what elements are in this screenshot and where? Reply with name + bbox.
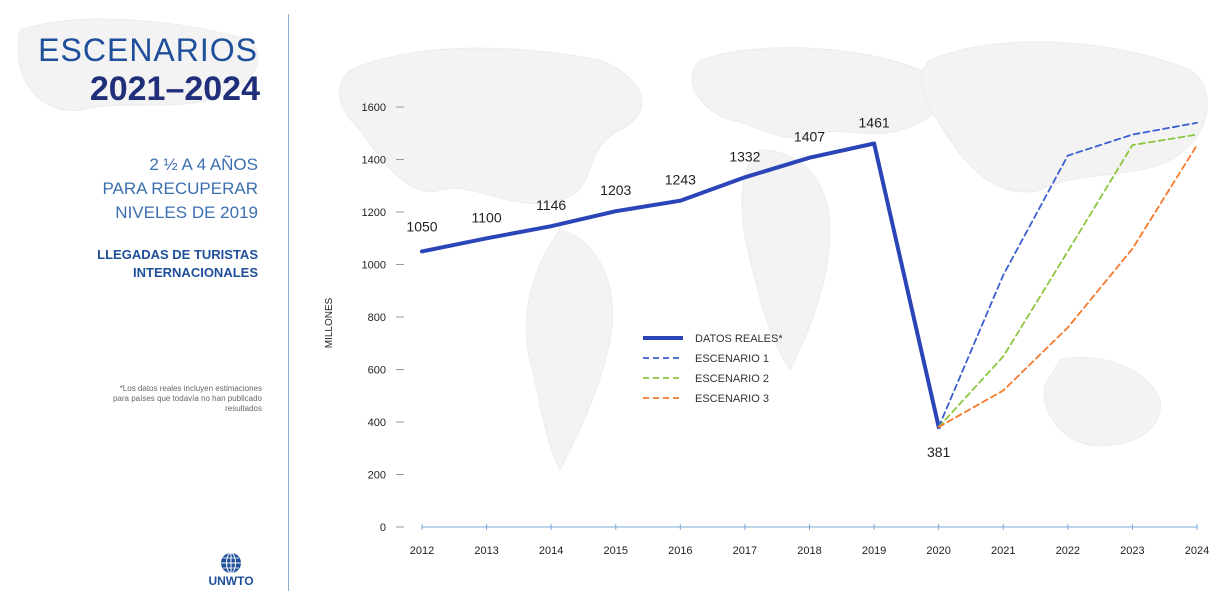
footnote-line: para países que todavía no han publicado — [112, 394, 262, 403]
data-label: 1461 — [859, 114, 890, 130]
metric-label: LLEGADAS DE TURISTAS INTERNACIONALES — [28, 246, 258, 282]
subtitle-line: PARA RECUPERAR — [102, 179, 258, 198]
y-tick-label: 200 — [368, 470, 386, 482]
y-tick-label: 400 — [368, 417, 386, 429]
x-tick-label: 2021 — [991, 545, 1015, 557]
x-tick-label: 2013 — [474, 545, 498, 557]
legend-label: DATOS REALES* — [695, 333, 783, 345]
data-label: 1146 — [536, 197, 566, 213]
legend-label: ESCENARIO 2 — [695, 373, 769, 385]
data-label: 1100 — [472, 209, 502, 225]
divider — [288, 14, 289, 591]
x-tick-label: 2016 — [668, 545, 692, 557]
metric-line: INTERNACIONALES — [133, 265, 258, 280]
y-tick-label: 600 — [368, 365, 386, 377]
series-layer — [420, 121, 1198, 429]
x-tick-label: 2023 — [1120, 545, 1144, 557]
series-scenario1-line — [937, 121, 1198, 428]
x-tick-label: 2019 — [862, 545, 886, 557]
data-label: 1332 — [729, 148, 760, 164]
data-label: 381 — [927, 444, 951, 460]
logo-text: UNWTO — [208, 574, 254, 588]
series-scenario3-line — [937, 144, 1198, 428]
y-tick-label: 0 — [380, 522, 386, 534]
y-tick-label: 1000 — [362, 260, 386, 272]
x-tick-label: 2014 — [539, 545, 563, 557]
footnote: *Los datos reales incluyen estimaciones … — [42, 384, 262, 414]
page-title-line2: 2021–2024 — [89, 70, 260, 108]
series-actual-line — [420, 141, 941, 429]
x-tick-label: 2018 — [797, 545, 821, 557]
legend-label: ESCENARIO 1 — [695, 353, 769, 365]
y-tick-label: 800 — [368, 312, 386, 324]
line-chart: 0 200 400 600 800 1000 1200 1400 1600 2012 2013 201… — [324, 102, 1209, 557]
subtitle-line: 2 ½ A 4 AÑOS — [149, 155, 258, 174]
y-tick-label: 1600 — [362, 102, 386, 114]
data-label: 1407 — [794, 129, 825, 145]
page-title-line1: ESCENARIOS — [38, 32, 258, 68]
metric-line: LLEGADAS DE TURISTAS — [97, 247, 258, 262]
y-tick-label: 1400 — [362, 155, 386, 167]
data-label: 1203 — [600, 182, 631, 198]
y-axis-label: MILLONES — [324, 297, 335, 348]
subtitle-line: NIVELES DE 2019 — [115, 203, 258, 222]
data-label-layer: 1050 1100 1146 1203 1243 1332 1407 1461 381 — [406, 114, 951, 460]
left-panel: ESCENARIOS 2021–2024 2 ½ A 4 AÑOS PARA R… — [0, 0, 288, 591]
subtitle: 2 ½ A 4 AÑOS PARA RECUPERAR NIVELES DE 2… — [38, 153, 258, 225]
series-scenario2-line — [937, 133, 1198, 428]
axis-layer: 0 200 400 600 800 1000 1200 1400 1600 2012 2013 201… — [324, 102, 1209, 557]
x-tick-label: 2017 — [733, 545, 757, 557]
x-tick-label: 2022 — [1056, 545, 1080, 557]
y-tick-label: 1200 — [362, 207, 386, 219]
footnote-line: *Los datos reales incluyen estimaciones — [119, 384, 262, 393]
x-tick-label: 2012 — [410, 545, 434, 557]
globe-icon — [221, 552, 241, 574]
footnote-line: resultados — [225, 404, 262, 413]
x-tick-label: 2020 — [926, 545, 950, 557]
legend-label: ESCENARIO 3 — [695, 393, 769, 405]
x-tick-label: 2015 — [604, 545, 628, 557]
legend: DATOS REALES* ESCENARIO 1 ESCENARIO 2 ESCEN… — [643, 333, 783, 405]
x-tick-label: 2024 — [1185, 545, 1209, 557]
unwto-logo: UNWTO — [196, 548, 266, 590]
data-label: 1050 — [406, 218, 437, 234]
data-label: 1243 — [665, 172, 696, 188]
